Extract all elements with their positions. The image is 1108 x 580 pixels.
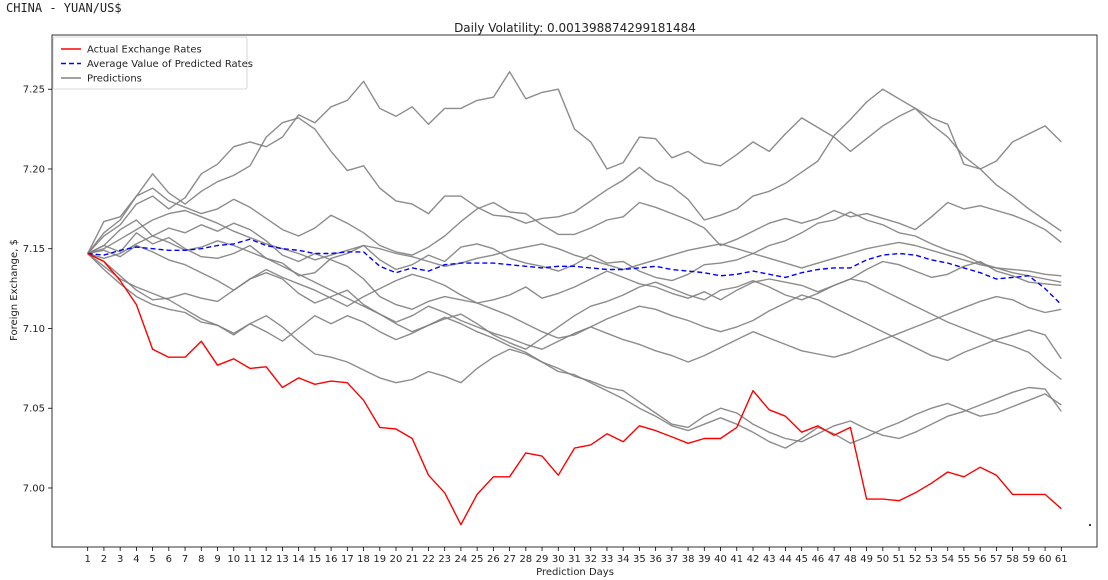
series-line-prediction-10 bbox=[87, 244, 1062, 362]
x-tick-label: 6 bbox=[166, 554, 172, 565]
series-line-prediction-11 bbox=[87, 235, 1062, 363]
x-tick-label: 1 bbox=[85, 554, 91, 565]
x-tick-label: 50 bbox=[876, 554, 889, 565]
series-line-average-value-of-predicted-rates bbox=[87, 238, 1062, 306]
x-tick-label: 46 bbox=[812, 554, 825, 565]
x-tick-label: 56 bbox=[974, 554, 987, 565]
series-line-prediction-4 bbox=[87, 187, 1062, 256]
x-tick-label: 23 bbox=[438, 554, 451, 565]
legend-label: Predictions bbox=[87, 74, 142, 85]
x-tick-label: 19 bbox=[373, 554, 386, 565]
x-tick-label: 10 bbox=[227, 554, 240, 565]
x-tick-label: 53 bbox=[925, 554, 938, 565]
x-tick-label: 18 bbox=[357, 554, 370, 565]
x-tick-label: 11 bbox=[244, 554, 257, 565]
legend-label: Actual Exchange Rates bbox=[87, 45, 202, 56]
chart-title: Daily Volatility: 0.001398874299181484 bbox=[454, 21, 696, 35]
x-tick-label: 2 bbox=[101, 554, 107, 565]
x-tick-label: 16 bbox=[325, 554, 338, 565]
y-tick-label: 7.15 bbox=[23, 244, 45, 255]
header-label: CHINA - YUAN/US$ bbox=[6, 1, 122, 15]
y-tick-label: 7.25 bbox=[23, 85, 45, 96]
plot-frame bbox=[51, 34, 1098, 548]
x-tick-label: 28 bbox=[519, 554, 532, 565]
x-tick-label: 7 bbox=[182, 554, 188, 565]
x-tick-label: 29 bbox=[536, 554, 549, 565]
x-tick-label: 21 bbox=[406, 554, 419, 565]
x-axis-label: Prediction Days bbox=[536, 567, 614, 578]
x-tick-label: 40 bbox=[714, 554, 727, 565]
plot-lines bbox=[87, 70, 1062, 526]
x-tick-label: 38 bbox=[682, 554, 695, 565]
x-tick-label: 9 bbox=[214, 554, 220, 565]
x-tick-label: 22 bbox=[422, 554, 435, 565]
x-tick-label: 52 bbox=[909, 554, 922, 565]
x-tick-label: 42 bbox=[747, 554, 760, 565]
x-tick-label: 24 bbox=[455, 554, 468, 565]
x-tick-label: 34 bbox=[617, 554, 630, 565]
x-tick-label: 47 bbox=[828, 554, 841, 565]
x-axis: 1 2 3 4 5 6 7 8 9 10 11 12 13 14 15 16 17 18 19 20 21 22 23 24 2… bbox=[85, 547, 1068, 565]
legend: Actual Exchange Rates Average Value of Pr… bbox=[52, 36, 253, 90]
series-line-prediction-6 bbox=[87, 219, 1062, 310]
x-tick-label: 41 bbox=[730, 554, 743, 565]
x-tick-label: 51 bbox=[893, 554, 906, 565]
x-tick-label: 15 bbox=[309, 554, 322, 565]
x-tick-label: 45 bbox=[795, 554, 808, 565]
series-line-prediction-9 bbox=[87, 252, 1062, 449]
x-tick-label: 13 bbox=[276, 554, 289, 565]
x-tick-label: 36 bbox=[649, 554, 662, 565]
x-tick-label: 61 bbox=[1055, 554, 1068, 565]
x-tick-label: 49 bbox=[860, 554, 873, 565]
x-tick-label: 27 bbox=[503, 554, 516, 565]
x-tick-label: 33 bbox=[601, 554, 614, 565]
x-tick-label: 59 bbox=[1022, 554, 1035, 565]
x-tick-label: 20 bbox=[390, 554, 403, 565]
x-tick-label: 48 bbox=[844, 554, 857, 565]
x-tick-label: 25 bbox=[471, 554, 484, 565]
series-line-actual-exchange-rates bbox=[87, 252, 1062, 526]
x-tick-label: 55 bbox=[958, 554, 971, 565]
x-tick-label: 3 bbox=[117, 554, 123, 565]
x-tick-label: 32 bbox=[584, 554, 597, 565]
y-axis: 7.00 7.05 7.10 7.15 7.20 7.25 bbox=[23, 85, 52, 494]
stray-dot bbox=[1089, 524, 1091, 526]
x-tick-label: 44 bbox=[779, 554, 792, 565]
x-tick-label: 35 bbox=[633, 554, 646, 565]
x-tick-label: 57 bbox=[990, 554, 1003, 565]
x-tick-label: 39 bbox=[698, 554, 711, 565]
x-tick-label: 12 bbox=[260, 554, 273, 565]
legend-label: Average Value of Predicted Rates bbox=[87, 59, 253, 70]
series-line-prediction-12 bbox=[87, 209, 1062, 283]
x-tick-label: 54 bbox=[941, 554, 954, 565]
y-tick-label: 7.20 bbox=[23, 164, 45, 175]
series-line-prediction-2 bbox=[87, 70, 1062, 254]
x-tick-label: 4 bbox=[133, 554, 139, 565]
x-tick-label: 26 bbox=[487, 554, 500, 565]
x-tick-label: 43 bbox=[763, 554, 776, 565]
x-tick-label: 30 bbox=[552, 554, 565, 565]
y-tick-label: 7.05 bbox=[23, 404, 45, 415]
series-line-prediction-5 bbox=[87, 211, 1062, 282]
x-tick-label: 58 bbox=[1006, 554, 1019, 565]
series-line-prediction-3 bbox=[87, 88, 1062, 254]
x-tick-label: 60 bbox=[1039, 554, 1052, 565]
y-tick-label: 7.10 bbox=[23, 324, 45, 335]
series-line-prediction-7 bbox=[87, 252, 1062, 381]
y-tick-label: 7.00 bbox=[23, 483, 45, 494]
x-tick-label: 37 bbox=[665, 554, 678, 565]
x-tick-label: 5 bbox=[149, 554, 155, 565]
x-tick-label: 8 bbox=[198, 554, 204, 565]
x-tick-label: 17 bbox=[341, 554, 354, 565]
legend-box bbox=[52, 36, 248, 90]
x-tick-label: 14 bbox=[292, 554, 305, 565]
x-tick-label: 31 bbox=[568, 554, 581, 565]
y-axis-label: Foreign Exchange, $ bbox=[9, 239, 20, 341]
